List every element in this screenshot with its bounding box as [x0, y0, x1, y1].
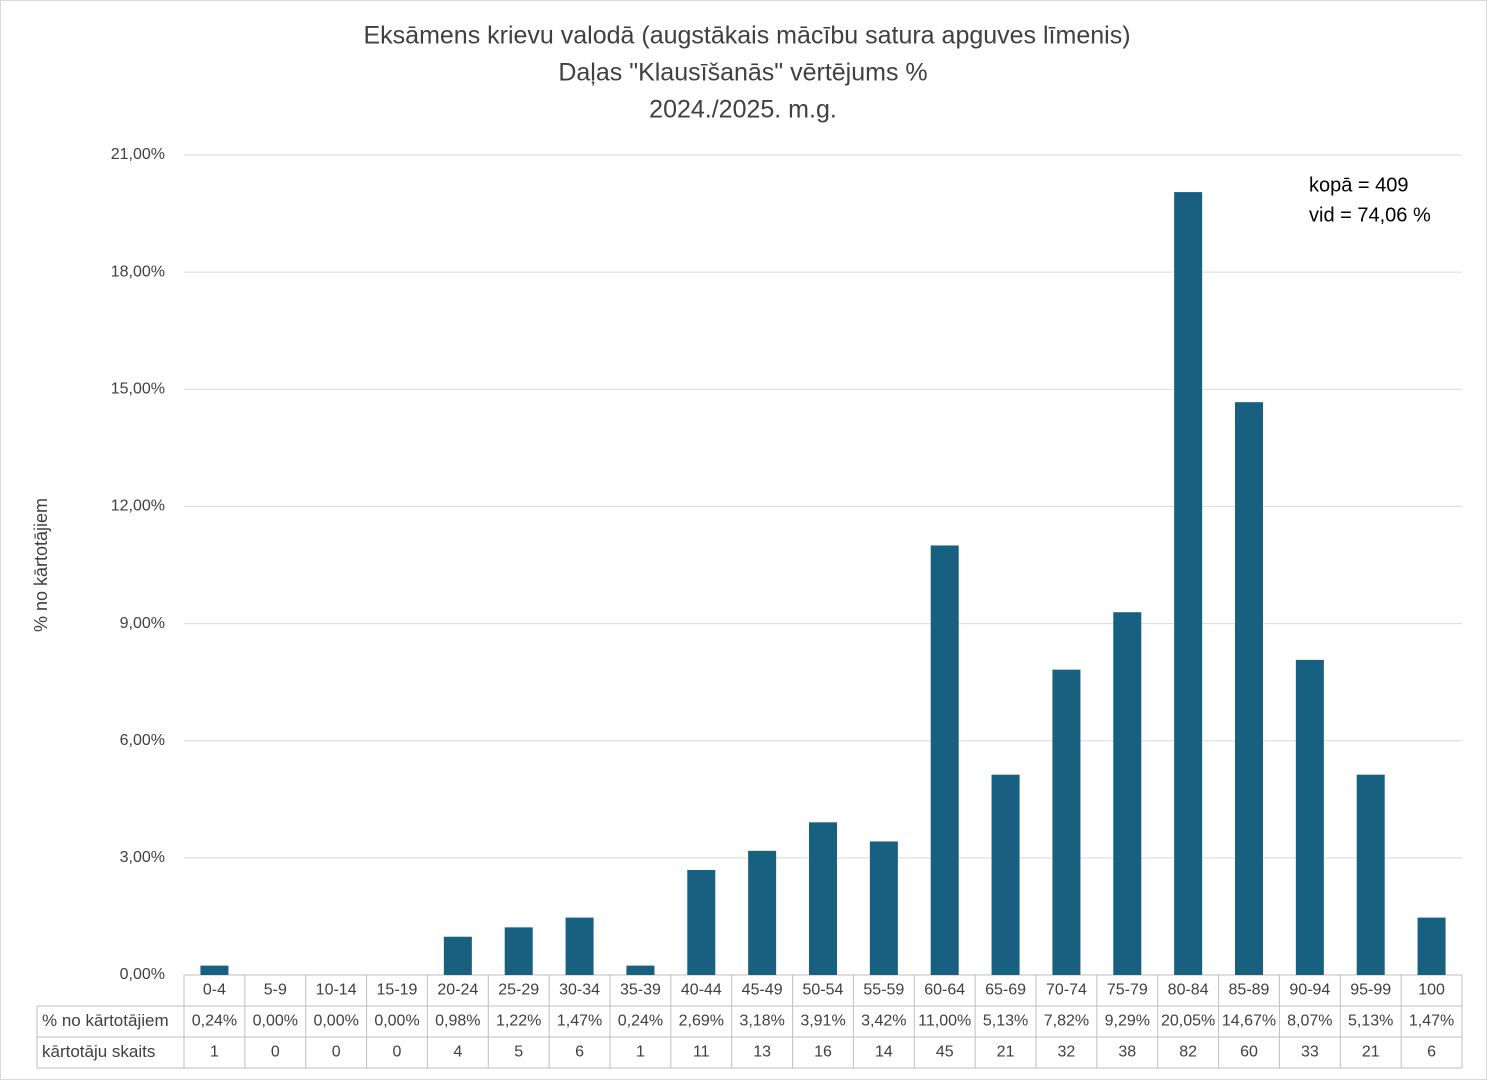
table-cell: 13 [753, 1044, 771, 1061]
x-tick-label: 40-44 [681, 982, 722, 999]
table-cell: 0,00% [374, 1013, 419, 1030]
table-cell: 8,07% [1287, 1013, 1332, 1030]
table-cell: 0 [271, 1044, 280, 1061]
table-cell: 82 [1179, 1044, 1197, 1061]
table-cell: 14 [875, 1044, 893, 1061]
x-tick-label: 60-64 [924, 982, 965, 999]
table-cell: 9,29% [1105, 1013, 1150, 1030]
table-cell: 1 [210, 1044, 219, 1061]
x-tick-label: 65-69 [985, 982, 1026, 999]
table-cell: 1 [636, 1044, 645, 1061]
x-tick-label: 35-39 [620, 982, 661, 999]
y-tick-label: 18,00% [111, 263, 165, 280]
chart-title: Eksāmens krievu valodā (augstākais mācīb… [363, 22, 1130, 50]
x-tick-label: 5-9 [264, 982, 287, 999]
table-cell: 21 [1362, 1044, 1380, 1061]
x-tick-label: 10-14 [316, 982, 357, 999]
table-cell: 11,00% [918, 1013, 971, 1030]
bar [748, 850, 777, 975]
table-cell: 0 [332, 1044, 341, 1061]
bar [443, 936, 472, 975]
x-tick-label: 90-94 [1289, 982, 1330, 999]
table-cell: 3,42% [861, 1013, 906, 1030]
table-cell: 6 [575, 1044, 584, 1061]
table-cell: 5 [514, 1044, 523, 1061]
bar [1417, 917, 1446, 975]
y-tick-label: 6,00% [120, 732, 165, 749]
table-cell: 0 [393, 1044, 402, 1061]
table-cell: 1,22% [496, 1013, 541, 1030]
table-cell: 38 [1118, 1044, 1136, 1061]
bar [626, 965, 655, 975]
table-cell: 60 [1240, 1044, 1258, 1061]
bar [809, 822, 837, 975]
bar [930, 545, 959, 975]
bar [687, 869, 716, 975]
bar [1113, 612, 1142, 975]
annotation: kopā = 409 [1309, 174, 1409, 196]
table-cell: 16 [814, 1044, 832, 1061]
y-tick-label: 15,00% [111, 381, 165, 398]
table-cell: 14,67% [1222, 1013, 1276, 1030]
x-tick-label: 25-29 [498, 982, 539, 999]
y-tick-label: 3,00% [120, 849, 165, 866]
bar [1052, 669, 1081, 975]
table-cell: 0,98% [435, 1013, 480, 1030]
y-tick-label: 9,00% [120, 615, 165, 632]
x-tick-label: 15-19 [377, 982, 418, 999]
table-cell: 3,91% [800, 1013, 845, 1030]
table-cell: 0,00% [313, 1013, 358, 1030]
table-cell: 4 [453, 1044, 462, 1061]
x-tick-label: 55-59 [863, 982, 904, 999]
table-cell: 20,05% [1161, 1013, 1215, 1030]
x-tick-label: 0-4 [203, 982, 226, 999]
table-cell: 2,69% [679, 1013, 724, 1030]
y-tick-label: 0,00% [120, 966, 165, 983]
bar [869, 841, 898, 975]
x-tick-label: 70-74 [1046, 982, 1087, 999]
table-cell: 7,82% [1044, 1013, 1089, 1030]
bar [1356, 774, 1385, 975]
table-row-header: kārtotāju skaits [42, 1042, 155, 1061]
y-axis-label: % no kārtotājiem [31, 498, 51, 632]
bar [200, 965, 229, 975]
bar [991, 774, 1020, 975]
table-cell: 5,13% [983, 1013, 1028, 1030]
table-cell: 11 [693, 1044, 710, 1061]
table-cell: 3,18% [739, 1013, 784, 1030]
chart-title: Daļas "Klausīšanās" vērtējums % [558, 59, 927, 87]
x-tick-label: 30-34 [559, 982, 600, 999]
table-cell: 5,13% [1348, 1013, 1393, 1030]
x-tick-label: 80-84 [1168, 982, 1209, 999]
bar [1295, 659, 1324, 975]
bar [504, 927, 533, 975]
table-cell: 33 [1301, 1044, 1319, 1061]
y-tick-label: 12,00% [111, 498, 165, 515]
bar [1235, 402, 1263, 976]
table-cell: 45 [936, 1044, 954, 1061]
table-cell: 21 [997, 1044, 1015, 1061]
table-cell: 0,24% [192, 1013, 237, 1030]
x-tick-label: 75-79 [1107, 982, 1148, 999]
y-tick-label: 21,00% [111, 146, 165, 163]
annotation: vid = 74,06 % [1309, 204, 1431, 226]
bar [565, 917, 594, 975]
x-tick-label: 85-89 [1229, 982, 1270, 999]
table-cell: 32 [1058, 1044, 1076, 1061]
x-tick-label: 50-54 [803, 982, 844, 999]
table-cell: 1,47% [1409, 1013, 1454, 1030]
bar [1174, 192, 1203, 976]
x-tick-label: 45-49 [742, 982, 783, 999]
table-cell: 6 [1427, 1044, 1436, 1061]
x-tick-label: 20-24 [437, 982, 478, 999]
chart-title: 2024./2025. m.g. [649, 96, 837, 124]
table-row-header: % no kārtotājiem [42, 1011, 169, 1030]
table-cell: 0,24% [618, 1013, 663, 1030]
table-cell: 0,00% [253, 1013, 298, 1030]
x-tick-label: 95-99 [1350, 982, 1391, 999]
x-tick-label: 100 [1418, 982, 1445, 999]
table-cell: 1,47% [557, 1013, 602, 1030]
